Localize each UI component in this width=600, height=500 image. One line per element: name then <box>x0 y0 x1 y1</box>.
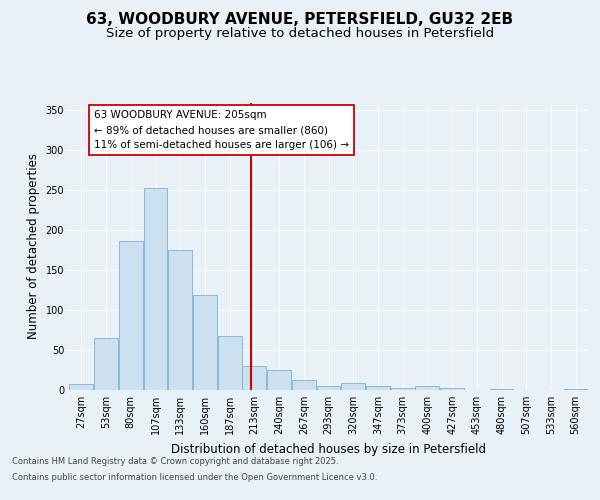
Text: 63, WOODBURY AVENUE, PETERSFIELD, GU32 2EB: 63, WOODBURY AVENUE, PETERSFIELD, GU32 2… <box>86 12 514 28</box>
Bar <box>490 389 514 390</box>
Bar <box>415 386 439 390</box>
Text: 63 WOODBURY AVENUE: 205sqm
← 89% of detached houses are smaller (860)
11% of sem: 63 WOODBURY AVENUE: 205sqm ← 89% of deta… <box>94 110 349 150</box>
Bar <box>563 389 587 390</box>
Bar <box>391 388 415 390</box>
Bar <box>94 338 118 390</box>
Bar <box>119 240 143 390</box>
Bar <box>168 250 192 390</box>
Y-axis label: Number of detached properties: Number of detached properties <box>27 153 40 340</box>
Bar <box>292 380 316 390</box>
Text: Size of property relative to detached houses in Petersfield: Size of property relative to detached ho… <box>106 28 494 40</box>
Bar <box>242 366 266 390</box>
Bar <box>218 336 242 390</box>
Bar <box>267 370 291 390</box>
Bar <box>440 388 464 390</box>
Text: Contains public sector information licensed under the Open Government Licence v3: Contains public sector information licen… <box>12 472 377 482</box>
Bar <box>317 386 340 390</box>
X-axis label: Distribution of detached houses by size in Petersfield: Distribution of detached houses by size … <box>171 442 486 456</box>
Text: Contains HM Land Registry data © Crown copyright and database right 2025.: Contains HM Land Registry data © Crown c… <box>12 458 338 466</box>
Bar <box>341 383 365 390</box>
Bar <box>70 384 94 390</box>
Bar <box>143 188 167 390</box>
Bar <box>193 295 217 390</box>
Bar <box>366 386 390 390</box>
